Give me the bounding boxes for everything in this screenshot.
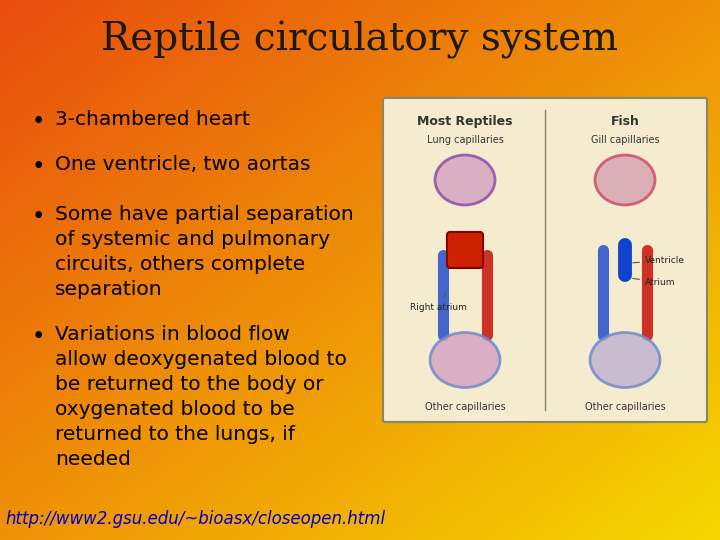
Text: •: • bbox=[31, 205, 45, 228]
Text: Fish: Fish bbox=[611, 115, 639, 128]
Text: 3-chambered heart: 3-chambered heart bbox=[55, 110, 250, 129]
Text: Ventricle: Ventricle bbox=[633, 256, 685, 265]
Text: Some have partial separation
of systemic and pulmonary
circuits, others complete: Some have partial separation of systemic… bbox=[55, 205, 354, 299]
Text: Other capillaries: Other capillaries bbox=[585, 402, 665, 412]
Text: Gill capillaries: Gill capillaries bbox=[590, 135, 660, 145]
Text: Right atrium: Right atrium bbox=[410, 293, 467, 312]
Ellipse shape bbox=[430, 333, 500, 388]
Text: One ventricle, two aortas: One ventricle, two aortas bbox=[55, 155, 310, 174]
FancyBboxPatch shape bbox=[383, 98, 707, 422]
Text: Other capillaries: Other capillaries bbox=[425, 402, 505, 412]
Text: Lung capillaries: Lung capillaries bbox=[426, 135, 503, 145]
Text: Variations in blood flow
allow deoxygenated blood to
be returned to the body or
: Variations in blood flow allow deoxygena… bbox=[55, 325, 347, 469]
Text: •: • bbox=[31, 110, 45, 133]
Ellipse shape bbox=[590, 333, 660, 388]
Text: http://www2.gsu.edu/~bioasx/closeopen.html: http://www2.gsu.edu/~bioasx/closeopen.ht… bbox=[5, 510, 385, 528]
Text: •: • bbox=[31, 155, 45, 178]
FancyBboxPatch shape bbox=[447, 232, 483, 268]
Text: Atrium: Atrium bbox=[633, 278, 675, 287]
Ellipse shape bbox=[435, 155, 495, 205]
Text: •: • bbox=[31, 325, 45, 348]
Text: Most Reptiles: Most Reptiles bbox=[418, 115, 513, 128]
Ellipse shape bbox=[595, 155, 655, 205]
Text: Reptile circulatory system: Reptile circulatory system bbox=[102, 21, 618, 59]
